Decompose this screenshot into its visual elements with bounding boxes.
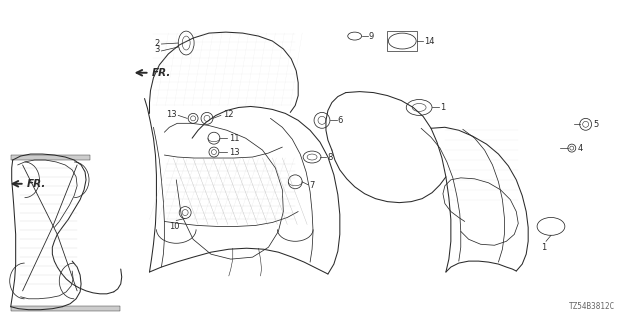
Bar xyxy=(11,306,120,311)
Text: 1: 1 xyxy=(440,103,445,112)
Text: 4: 4 xyxy=(578,144,583,153)
Text: 5: 5 xyxy=(594,120,599,129)
Text: TZ54B3812C: TZ54B3812C xyxy=(568,302,615,311)
Text: 7: 7 xyxy=(309,181,314,190)
Text: 13: 13 xyxy=(166,110,176,119)
Text: FR.: FR. xyxy=(152,68,171,78)
Text: 9: 9 xyxy=(369,32,374,41)
Text: 11: 11 xyxy=(228,134,239,143)
Bar xyxy=(387,31,417,51)
Text: 14: 14 xyxy=(424,36,435,45)
Text: 10: 10 xyxy=(169,222,180,231)
Text: 6: 6 xyxy=(338,116,343,125)
Bar xyxy=(11,155,90,160)
Text: 13: 13 xyxy=(228,148,239,156)
Text: FR.: FR. xyxy=(27,179,46,189)
Text: 8: 8 xyxy=(327,153,332,162)
Text: 3: 3 xyxy=(154,45,159,54)
Text: 12: 12 xyxy=(223,110,234,119)
Text: 2: 2 xyxy=(154,38,159,48)
Text: 1: 1 xyxy=(541,243,547,252)
